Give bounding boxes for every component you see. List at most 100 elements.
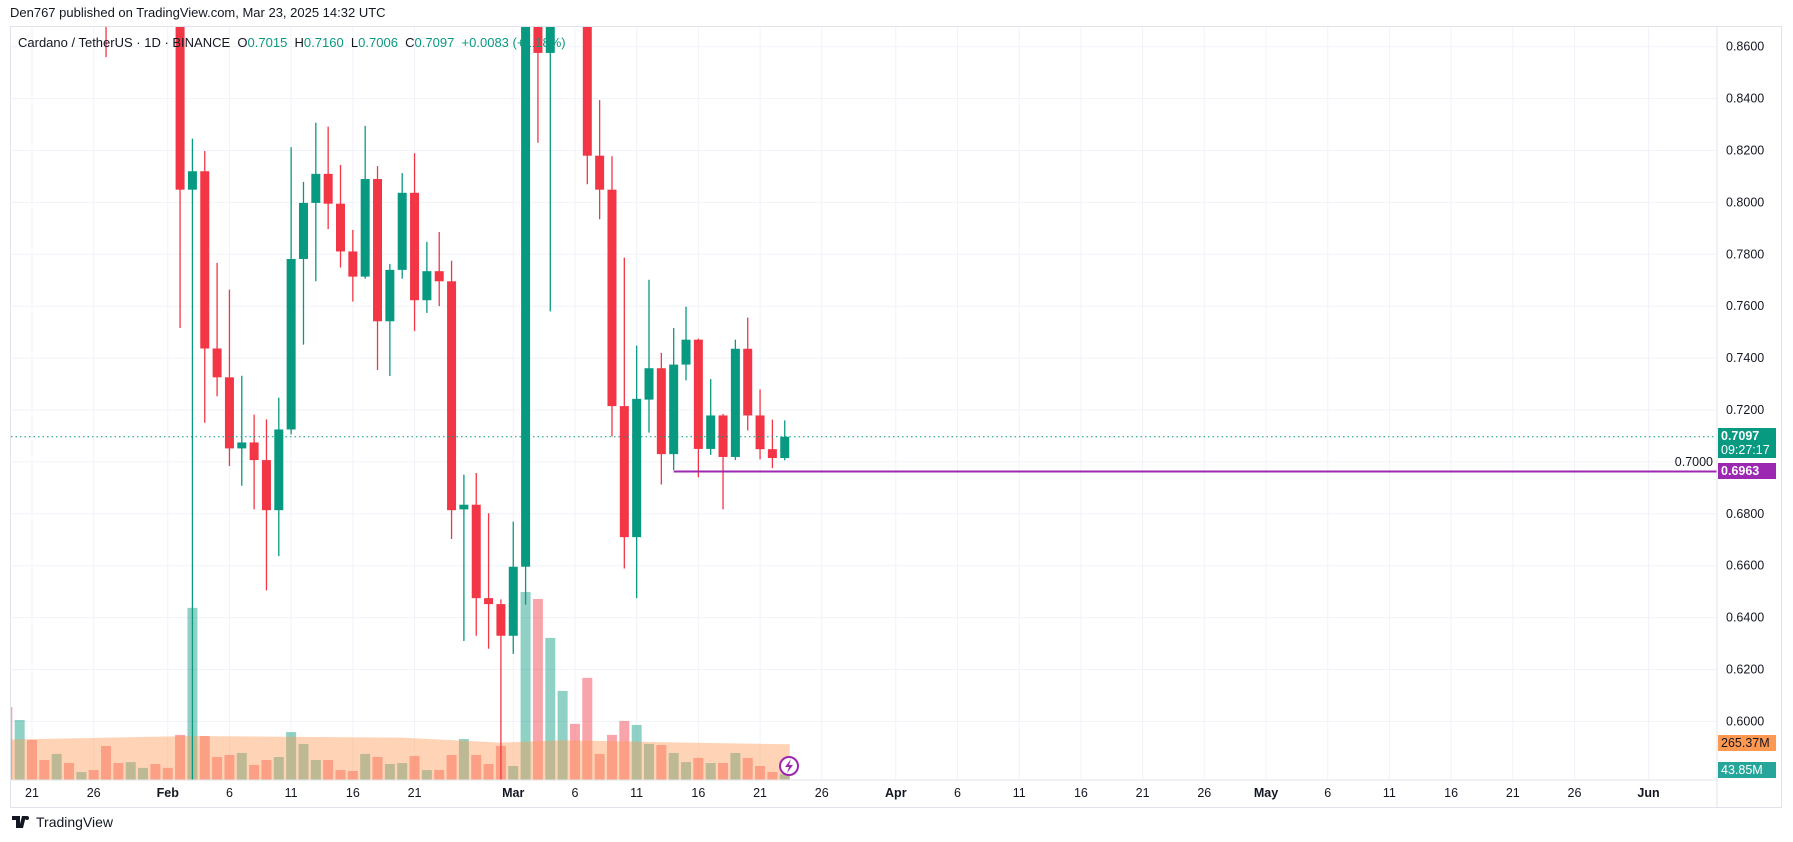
candle-body [410, 192, 420, 301]
candle-body [582, 27, 592, 156]
time-tick-label: 11 [630, 786, 643, 800]
candle-body [447, 281, 457, 511]
lightning-icon[interactable] [779, 756, 799, 776]
volume-bar [372, 756, 383, 780]
volume-bar [569, 723, 580, 780]
volume-bar [520, 591, 531, 780]
time-tick-label: 26 [87, 786, 101, 800]
volume-bar [409, 756, 420, 780]
volume-bar [88, 770, 99, 780]
price-tick-label: 0.7400 [1726, 351, 1764, 365]
volume-bar [310, 759, 321, 780]
price-tick-label: 0.6000 [1726, 714, 1764, 728]
time-tick-label: Feb [157, 786, 180, 800]
time-tick-label: 11 [285, 786, 298, 800]
candle-body [237, 442, 247, 449]
volume-bar [545, 637, 556, 780]
candle-body [681, 339, 691, 365]
candle-body [323, 173, 333, 204]
candle-body [545, 27, 555, 53]
time-tick-label: 11 [1013, 786, 1026, 800]
last-price-value: 0.7097 [1721, 429, 1760, 443]
volume-bar [644, 743, 654, 780]
volume-bar [582, 677, 593, 780]
candle-body [249, 442, 259, 461]
candle-body [434, 271, 444, 282]
time-tick-label: 16 [1444, 786, 1458, 800]
volume-bar [606, 734, 617, 780]
close-label: C [405, 35, 415, 50]
volume-bar [631, 724, 642, 780]
candle-body [484, 598, 494, 605]
volume-bar [730, 752, 741, 780]
level-price-label: 0.6963 [1718, 463, 1776, 479]
candle-body [755, 415, 765, 450]
volume-bar [101, 745, 112, 780]
volume-bar [236, 752, 247, 780]
price-tick-label: 0.8200 [1726, 144, 1764, 158]
volume-bar [742, 757, 753, 780]
candle-body [767, 449, 777, 459]
volume-bar [779, 774, 790, 780]
volume-bar [718, 763, 729, 780]
price-tick-label: 0.7200 [1726, 403, 1764, 417]
volume-bar [76, 772, 87, 780]
close-value: 0.7097 [414, 35, 455, 50]
candle-body [261, 460, 271, 511]
candle-body [669, 364, 679, 455]
candle-body [693, 339, 703, 449]
volume-bar [175, 734, 186, 780]
bar-countdown: 09:27:17 [1721, 443, 1770, 457]
time-tick-label: Jun [1637, 786, 1659, 800]
volume-bar [113, 763, 124, 780]
candle-body [274, 429, 284, 511]
candle-body [298, 202, 308, 259]
candle-body [385, 269, 395, 322]
overlays [11, 436, 1717, 473]
volume-bar [261, 759, 272, 780]
price-tick-label: 0.6400 [1726, 611, 1764, 625]
symbol-title[interactable]: Cardano / TetherUS · 1D · BINANCE [18, 35, 231, 50]
candle-body [619, 406, 629, 538]
price-axis[interactable]: 0.6000 0.6200 0.6400 0.6600 0.6800 0.7000 0.72… [1675, 27, 1765, 808]
chart-frame [10, 26, 1782, 808]
volume-bar [212, 756, 223, 780]
price-tick-label: 0.7600 [1726, 299, 1764, 313]
candle-body [521, 27, 531, 567]
volume-bar [767, 772, 778, 780]
price-tick-label: 0.8000 [1726, 195, 1764, 209]
price-tick-label: 0.6600 [1726, 559, 1764, 573]
candle-body [780, 436, 790, 459]
time-tick-label: 21 [1506, 786, 1520, 800]
time-axis[interactable]: 21 26 Feb 6 11 16 21 Mar 6 11 16 21 26 Apr 6 11 16 21 26 Ma… [11, 779, 1717, 800]
tradingview-logo[interactable]: TradingView [12, 814, 113, 830]
high-value: 0.7160 [303, 35, 344, 50]
volume-bar [458, 739, 469, 780]
time-tick-label: 21 [753, 786, 767, 800]
candle-body [187, 171, 197, 190]
volume-bar [434, 770, 445, 780]
price-tick-label: 0.7800 [1726, 247, 1764, 261]
price-tick-label: 0.8400 [1726, 92, 1764, 106]
time-tick-label: 26 [815, 786, 829, 800]
volume-pane [11, 591, 790, 780]
time-tick-label: 21 [408, 786, 422, 800]
volume-ma-area [11, 735, 790, 780]
candle-body [632, 398, 642, 538]
volume-bar [594, 753, 605, 780]
candle-body [644, 368, 654, 400]
volume-bar [557, 690, 568, 780]
candle-body [286, 258, 296, 430]
candle-body [656, 368, 666, 455]
candle-body [336, 203, 345, 252]
volume-bar [446, 754, 457, 780]
candle-body [595, 155, 605, 190]
candle-body [730, 348, 740, 457]
volume-bar [508, 766, 519, 780]
time-tick-label: 21 [25, 786, 39, 800]
time-tick-label: 21 [1136, 786, 1150, 800]
candle-body [743, 348, 753, 416]
volume-bar [532, 598, 543, 780]
volume-bar [224, 754, 235, 780]
